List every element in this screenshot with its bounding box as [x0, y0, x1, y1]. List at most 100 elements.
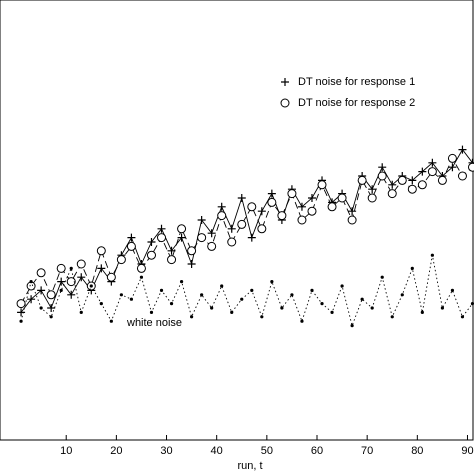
plot-frame	[0, 0, 474, 441]
circle-marker	[467, 162, 474, 172]
x-tick-label: 10	[60, 445, 72, 457]
plus-marker	[408, 176, 417, 185]
x-tick-label: 70	[361, 445, 373, 457]
plus-marker	[247, 233, 256, 242]
plus-marker	[297, 202, 306, 211]
circle-marker	[287, 189, 297, 199]
plus-marker	[227, 224, 236, 233]
dot-marker	[230, 310, 234, 314]
series-line	[20, 157, 473, 304]
dot-marker	[330, 310, 334, 314]
dot-marker	[450, 288, 455, 292]
series-line	[20, 148, 473, 313]
dot-marker	[19, 319, 23, 323]
circle-marker	[387, 189, 397, 199]
circle-marker	[447, 153, 457, 163]
circle-marker	[177, 224, 187, 234]
plus-marker	[217, 202, 226, 211]
dot-marker	[310, 288, 314, 292]
dot-marker	[320, 302, 324, 306]
dot-marker	[59, 288, 63, 292]
circle-marker	[307, 206, 317, 216]
dot-marker	[89, 284, 93, 288]
dot-marker	[440, 306, 444, 310]
dot-marker	[159, 288, 164, 292]
dot-marker	[240, 297, 244, 301]
plus-marker	[147, 238, 156, 246]
dot-marker	[460, 315, 465, 319]
plus-marker	[448, 163, 457, 172]
dot-marker	[220, 284, 224, 288]
dot-marker	[370, 306, 374, 310]
circle-marker	[347, 215, 357, 225]
plus-marker	[267, 189, 276, 198]
plus-marker	[418, 167, 427, 176]
plus-marker	[237, 194, 246, 202]
annotation: white noise	[126, 317, 182, 329]
circle-marker	[56, 263, 66, 273]
dot-marker	[380, 275, 384, 279]
dot-marker	[179, 280, 184, 284]
dot-marker	[250, 288, 254, 292]
dot-marker	[410, 266, 414, 270]
plus-marker	[348, 207, 357, 216]
plus-marker	[57, 277, 66, 286]
dot-marker	[200, 293, 204, 297]
plus-marker	[388, 180, 397, 189]
circle-marker	[207, 241, 217, 251]
dot-marker	[39, 306, 43, 310]
dot-marker	[360, 297, 364, 301]
circle-marker	[437, 175, 447, 185]
circle-marker	[297, 215, 307, 225]
dot-marker	[260, 315, 264, 319]
dot-marker	[109, 319, 113, 323]
plus-marker	[157, 224, 166, 233]
plus-marker	[257, 207, 266, 216]
plus-marker	[37, 286, 46, 295]
circle-marker	[46, 290, 56, 300]
circle-marker	[267, 197, 277, 207]
circle-marker	[237, 219, 247, 229]
dot-marker	[129, 297, 134, 301]
circle-marker	[377, 171, 387, 181]
circle-marker	[16, 299, 26, 309]
circle-marker	[217, 211, 227, 221]
circle-marker	[367, 193, 377, 203]
x-tick-label: 80	[411, 445, 423, 457]
circle-marker	[36, 268, 46, 278]
dot-marker	[270, 280, 274, 284]
circle-marker	[116, 255, 126, 265]
plus-marker	[47, 304, 56, 312]
plus-marker	[368, 185, 377, 194]
plus-marker	[17, 308, 26, 317]
legend-label: DT noise for response 1	[298, 76, 415, 88]
circle-marker	[167, 255, 177, 265]
legend-marker	[281, 78, 289, 86]
dot-marker	[139, 275, 144, 279]
circle-marker	[66, 277, 76, 287]
plus-marker	[177, 233, 186, 242]
x-axis-label: run, t	[237, 460, 262, 472]
dot-marker	[190, 315, 194, 319]
circle-marker	[457, 171, 467, 181]
x-tick-label: 20	[110, 445, 122, 457]
dot-marker	[119, 293, 123, 297]
circle-marker	[146, 250, 156, 260]
circle-marker	[136, 263, 146, 273]
plus-marker	[307, 194, 316, 202]
circle-marker	[96, 246, 106, 256]
circle-marker	[76, 259, 86, 269]
dot-marker	[169, 302, 174, 306]
dot-marker	[149, 310, 154, 314]
circle-marker	[227, 237, 237, 247]
circle-marker	[317, 180, 327, 190]
plus-marker	[378, 163, 387, 172]
dot-marker	[29, 280, 33, 284]
circle-marker	[126, 241, 136, 251]
dot-marker	[430, 253, 434, 257]
circle-marker	[197, 233, 207, 243]
circle-marker	[187, 246, 197, 256]
dot-marker	[280, 306, 284, 310]
circle-marker	[247, 202, 257, 212]
